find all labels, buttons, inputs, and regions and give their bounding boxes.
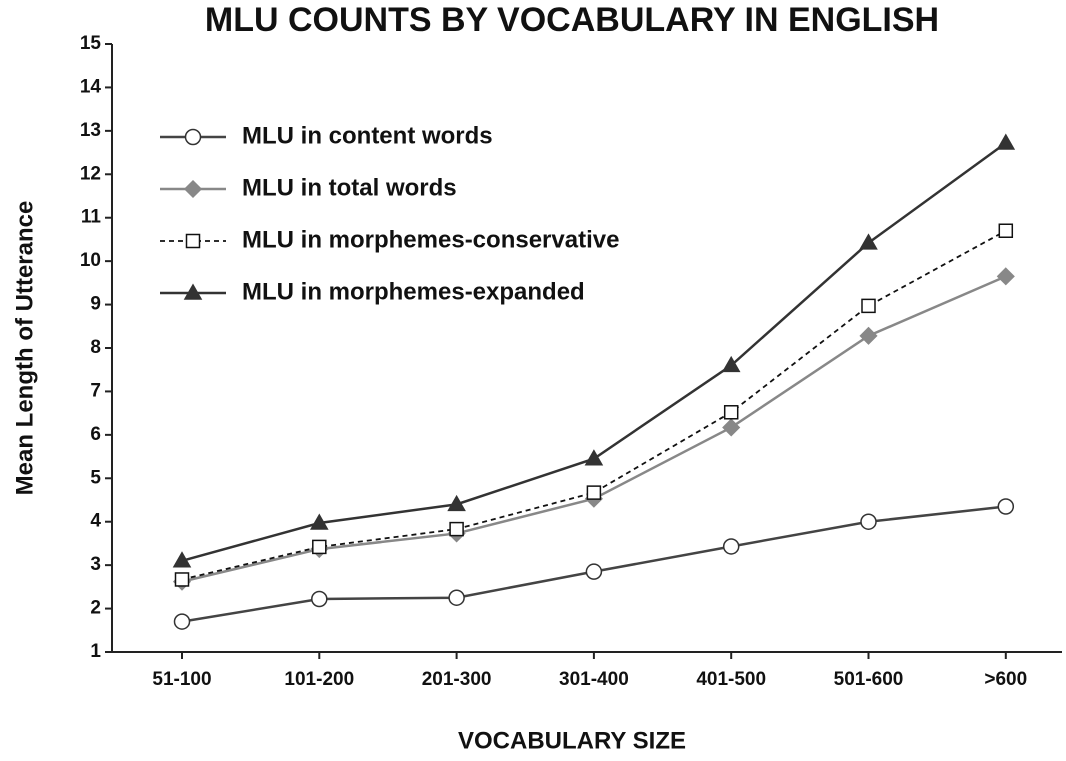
y-tick-label: 13 [80, 120, 101, 141]
point [996, 267, 1015, 286]
y-tick-label: 11 [81, 207, 102, 228]
y-tick-label: 15 [80, 33, 102, 54]
x-tick-label: 101-200 [284, 669, 354, 690]
y-tick-label: 4 [90, 511, 101, 532]
y-tick-label: 2 [90, 598, 101, 619]
point [173, 613, 191, 630]
point [860, 513, 877, 530]
point [996, 133, 1016, 150]
point [861, 298, 876, 314]
point [447, 494, 466, 512]
point [585, 563, 603, 580]
chart-title: MLU COUNTS BY VOCABULARY IN ENGLISH [205, 1, 939, 39]
point [722, 418, 741, 437]
x-tick-label: >600 [984, 669, 1027, 690]
point [449, 521, 464, 537]
y-tick-label: 14 [80, 76, 102, 97]
y-tick-label: 3 [90, 554, 101, 575]
legend-label: MLU in morphemes-conservative [242, 226, 619, 253]
point [586, 485, 602, 500]
point [312, 539, 327, 555]
x-tick-label: 51-100 [152, 669, 211, 690]
legend-marker [185, 233, 201, 249]
x-tick-label: 301-400 [559, 669, 629, 690]
point [997, 498, 1015, 515]
point [998, 223, 1014, 238]
legend-label: MLU in morphemes-expanded [242, 278, 585, 305]
x-tick-label: 501-600 [834, 669, 904, 690]
series-line [181, 275, 1007, 583]
point [448, 589, 465, 606]
point [723, 405, 739, 420]
y-tick-label: 6 [90, 424, 101, 445]
legend-marker [183, 283, 203, 300]
legend-label: MLU in total words [242, 174, 457, 201]
point [172, 551, 192, 568]
point [584, 449, 604, 466]
y-tick-label: 10 [80, 250, 101, 271]
point [859, 326, 878, 345]
legend-marker [184, 128, 202, 146]
point [859, 233, 878, 250]
x-tick-label: 401-500 [696, 669, 766, 690]
legend-marker [183, 179, 203, 199]
point [722, 538, 740, 555]
y-tick-label: 12 [80, 163, 101, 184]
y-tick-label: 1 [90, 641, 101, 662]
point [721, 355, 741, 373]
point [174, 572, 190, 587]
y-tick-label: 8 [90, 337, 101, 358]
point [311, 590, 328, 608]
point [310, 513, 329, 530]
x-tick-label: 201-300 [422, 669, 492, 690]
y-tick-label: 5 [90, 467, 101, 488]
y-tick-label: 9 [90, 294, 101, 315]
x-axis-label: VOCABULARY SIZE [458, 727, 686, 754]
y-tick-label: 7 [90, 380, 101, 401]
legend-label: MLU in content words [242, 122, 493, 149]
y-axis-label: Mean Length of Utterance [11, 201, 38, 496]
